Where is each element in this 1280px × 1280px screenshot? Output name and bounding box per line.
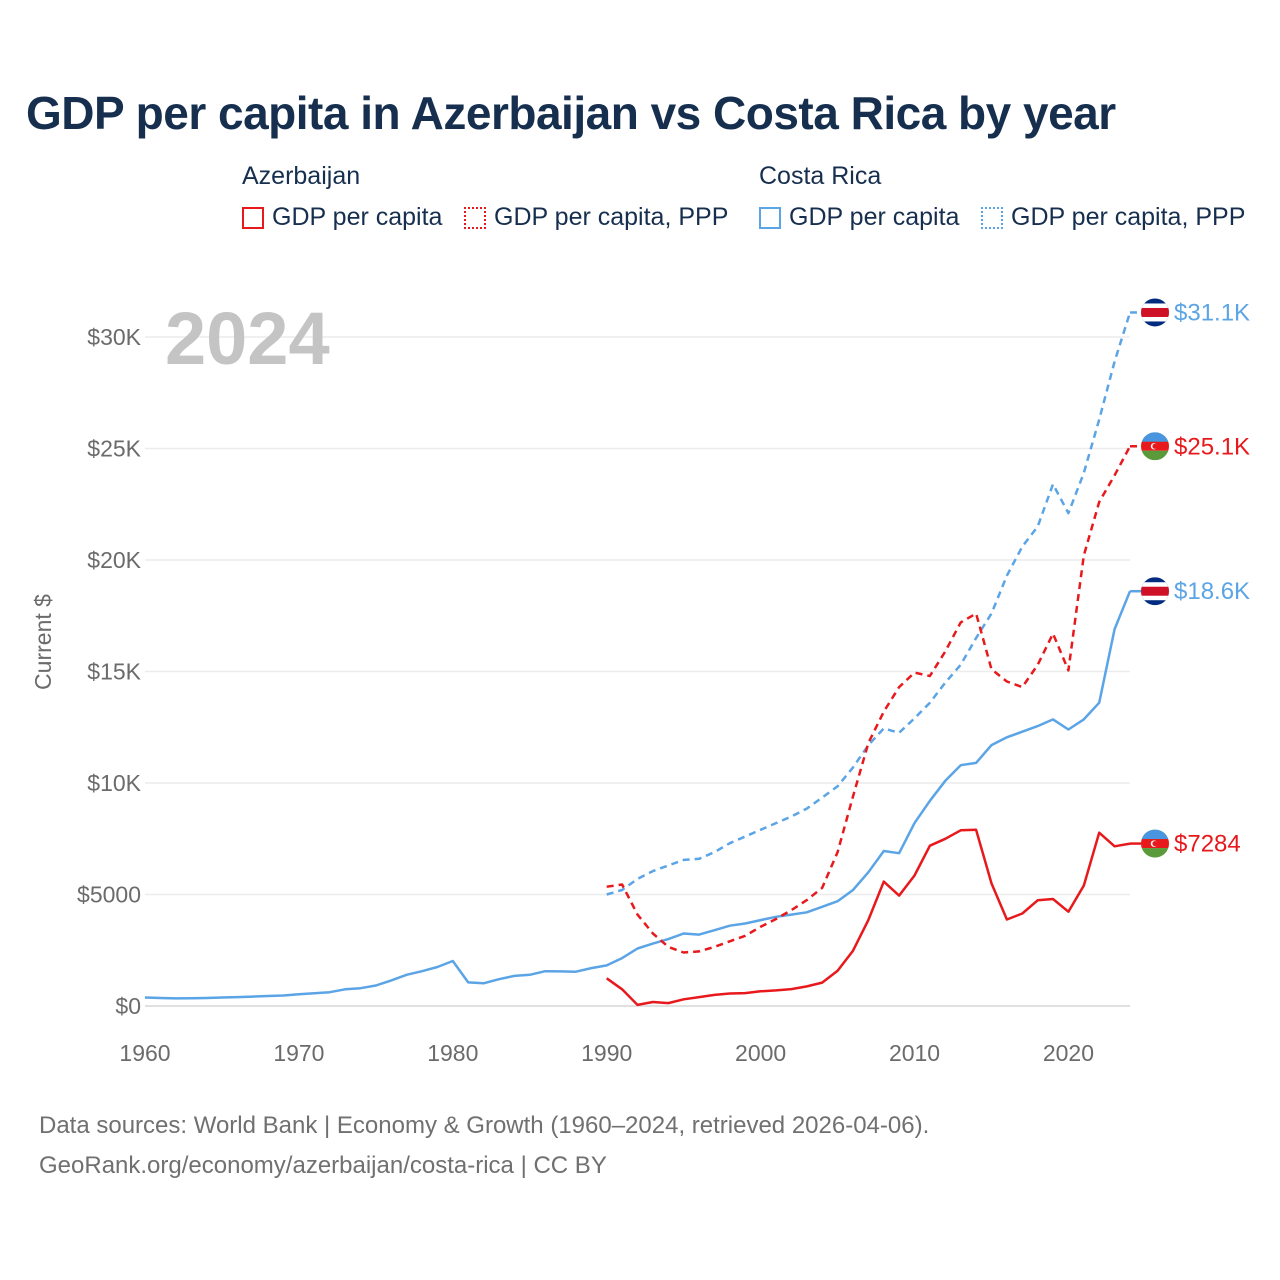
series-line-1 xyxy=(606,312,1132,896)
y-tick-label: $20K xyxy=(87,547,141,573)
legend-label: GDP per capita xyxy=(789,203,960,231)
legend-label: GDP per capita xyxy=(272,203,443,231)
y-tick-label: $25K xyxy=(87,436,141,462)
series-line-0 xyxy=(144,590,1132,1000)
series-end-markers: $18.6K $31.1K $7284 $25.1K xyxy=(1130,298,1250,858)
x-tick-label: 1960 xyxy=(119,1040,170,1066)
series-line-2 xyxy=(605,828,1131,1007)
y-tick-label: $30K xyxy=(87,324,141,350)
y-tick-label: $10K xyxy=(87,770,141,796)
legend-swatch-solid-red xyxy=(242,206,264,229)
series-end-label: $18.6K xyxy=(1174,578,1250,605)
azerbaijan-flag-icon xyxy=(1141,829,1169,858)
footer: Data sources: World Bank | Economy & Gro… xyxy=(39,1106,929,1186)
x-tick-label: 1990 xyxy=(581,1040,632,1066)
legend-label: GDP per capita, PPP xyxy=(1011,203,1246,231)
footer-sources: Data sources: World Bank | Economy & Gro… xyxy=(39,1112,930,1139)
x-tick-label: 1980 xyxy=(427,1040,478,1066)
x-tick-label: 2010 xyxy=(889,1040,940,1066)
x-tick-label: 2020 xyxy=(1043,1040,1094,1066)
costa-rica-flag-icon xyxy=(1141,577,1169,606)
legend-swatch-dotted-blue xyxy=(981,206,1003,229)
series-end-label: $25.1K xyxy=(1174,433,1250,460)
footer-attribution[interactable]: GeoRank.org/economy/azerbaijan/costa-ric… xyxy=(39,1152,607,1179)
legend-item-azerbaijan-gdp-ppp[interactable]: GDP per capita, PPP xyxy=(464,203,728,232)
legend-group-costa-rica: Costa Rica xyxy=(759,162,882,190)
x-tick-label: 2000 xyxy=(735,1040,786,1066)
azerbaijan-flag-icon xyxy=(1141,432,1169,461)
chart-title: GDP per capita in Azerbaijan vs Costa Ri… xyxy=(26,87,1116,139)
series-line-3 xyxy=(606,445,1132,954)
y-tick-label: $0 xyxy=(115,993,141,1019)
series-end-label: $7284 xyxy=(1174,831,1241,858)
y-axis-ticks: $0 $5000 $10K $15K $20K $25K $30K xyxy=(77,324,142,1019)
year-watermark: 2024 xyxy=(165,297,330,380)
legend-item-costa-rica-gdp-ppp[interactable]: GDP per capita, PPP xyxy=(981,203,1245,232)
legend-swatch-solid-blue xyxy=(759,206,781,229)
x-tick-label: 1970 xyxy=(273,1040,324,1066)
legend-group-azerbaijan: Azerbaijan xyxy=(242,162,361,190)
y-tick-label: $15K xyxy=(87,659,141,685)
x-axis-ticks: 1960 1970 1980 1990 2000 2010 2020 xyxy=(119,1040,1094,1066)
gridlines xyxy=(145,336,1130,1007)
legend-item-costa-rica-gdp[interactable]: GDP per capita xyxy=(759,203,959,232)
costa-rica-flag-icon xyxy=(1141,298,1169,327)
y-tick-label: $5000 xyxy=(77,882,141,908)
legend-item-azerbaijan-gdp[interactable]: GDP per capita xyxy=(242,203,442,232)
y-axis-label: Current $ xyxy=(30,594,56,690)
legend-label: GDP per capita, PPP xyxy=(494,203,729,231)
legend-swatch-dotted-red xyxy=(464,206,486,229)
series-end-label: $31.1K xyxy=(1174,299,1250,326)
series-lines xyxy=(144,312,1132,1007)
